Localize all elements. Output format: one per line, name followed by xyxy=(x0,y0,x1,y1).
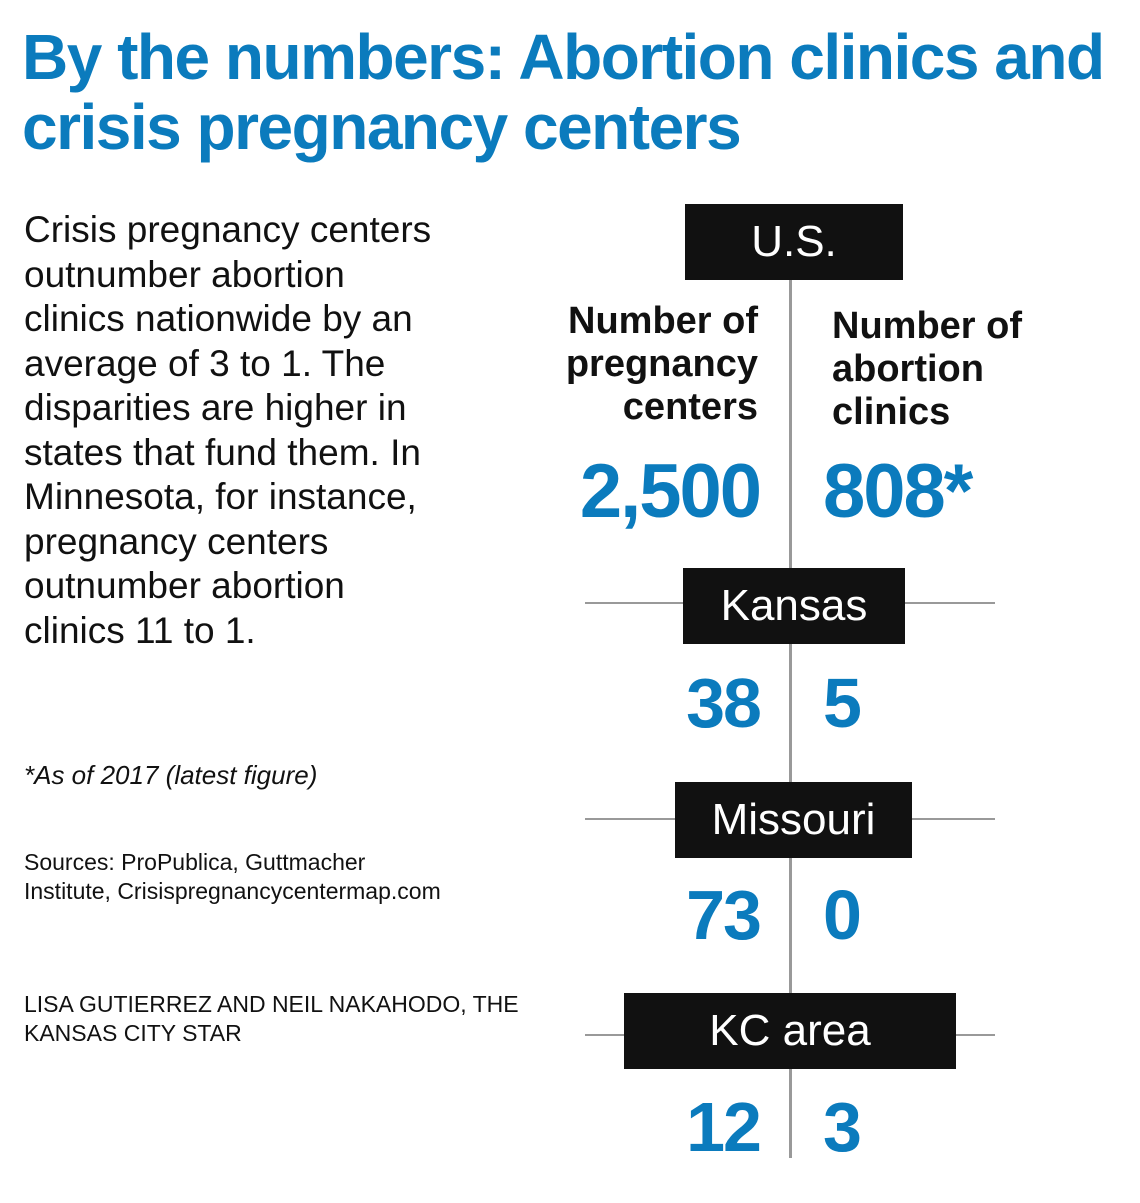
intro-text: Crisis pregnancy centers outnumber abort… xyxy=(24,209,432,651)
column-header-pregnancy-centers: Number of pregnancy centers xyxy=(565,300,758,428)
region-label-kansas: Kansas xyxy=(683,568,905,644)
region-label-missouri: Missouri xyxy=(675,782,912,858)
credit: LISA GUTIERREZ AND NEIL NAKAHODO, THE KA… xyxy=(24,991,519,1046)
value-us-abortion-clinics: 808* xyxy=(823,449,973,534)
page-title: By the numbers: Abortion clinics and cri… xyxy=(22,21,1105,163)
region-label-us: U.S. xyxy=(685,204,903,280)
sources: Sources: ProPublica, Guttmacher Institut… xyxy=(24,849,441,904)
value-missouri-abortion-clinics: 0 xyxy=(823,876,862,954)
footnote: *As of 2017 (latest figure) xyxy=(24,760,318,790)
value-us-pregnancy-centers: 2,500 xyxy=(579,449,762,534)
value-kansas-pregnancy-centers: 38 xyxy=(686,664,762,742)
value-kc-area-pregnancy-centers: 12 xyxy=(686,1088,762,1166)
column-header-abortion-clinics: Number of abortion clinics xyxy=(832,305,1022,433)
value-kc-area-abortion-clinics: 3 xyxy=(823,1088,862,1166)
region-label-kc-area: KC area xyxy=(624,993,956,1069)
value-missouri-pregnancy-centers: 73 xyxy=(686,876,762,954)
center-divider xyxy=(789,278,792,1158)
value-kansas-abortion-clinics: 5 xyxy=(823,664,862,742)
